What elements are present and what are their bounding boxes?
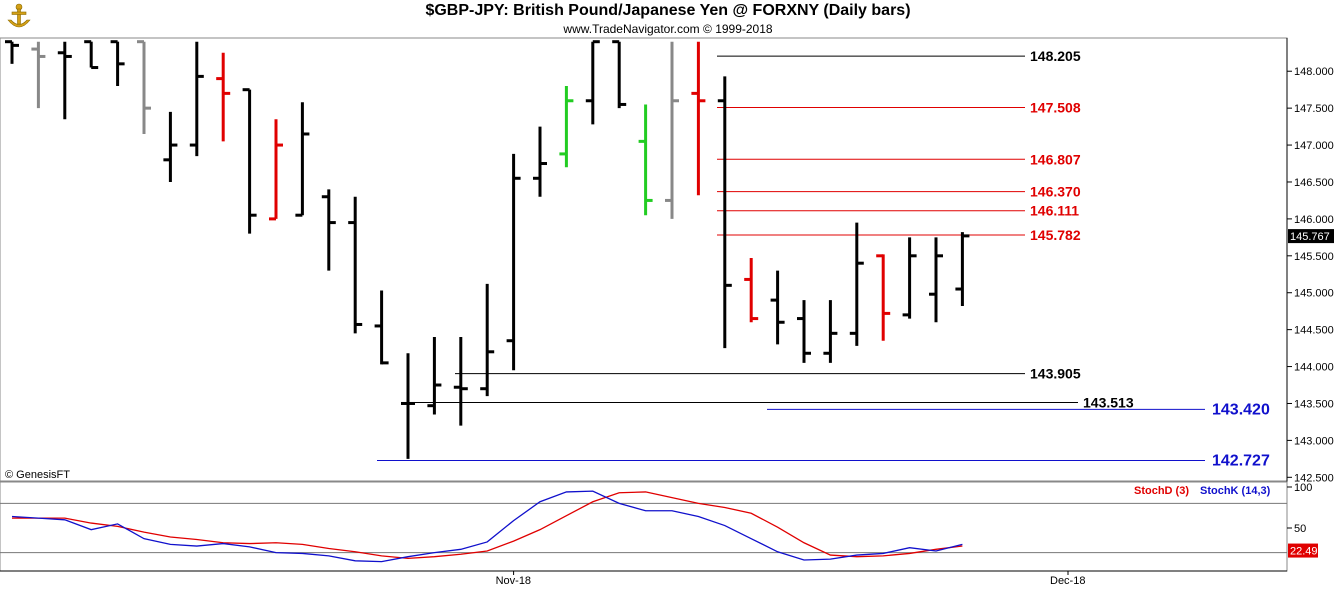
ohlc-bar (453, 337, 468, 426)
last-price-label: 145.767 (1290, 231, 1330, 243)
ohlc-bar (929, 237, 943, 323)
price-level-label: 142.727 (1212, 453, 1270, 470)
ohlc-bar (638, 104, 653, 216)
ohlc-bar (137, 40, 151, 134)
chart-header: $GBP-JPY: British Pound/Japanese Yen @ F… (0, 0, 1336, 38)
stoch-tick-label: 100 (1294, 482, 1312, 494)
stoch-legend-entry: StochK (14,3) (1200, 485, 1271, 497)
ohlc-bar (797, 300, 811, 363)
price-level-label: 143.513 (1083, 395, 1134, 411)
ohlc-bar (163, 111, 178, 182)
ohlc-bar (612, 40, 627, 109)
ohlc-bar (189, 41, 204, 157)
ohlc-bar (770, 270, 785, 345)
ohlc-bar (57, 41, 72, 120)
ohlc-bar (955, 232, 970, 307)
y-tick-label: 145.500 (1294, 251, 1334, 263)
price-plot-area (0, 37, 1288, 482)
ohlc-bar (269, 119, 283, 221)
price-level-label: 147.508 (1030, 100, 1081, 116)
copyright-text: © GenesisFT (5, 469, 70, 481)
price-level-label: 146.370 (1030, 184, 1081, 200)
ohlc-bar (533, 126, 547, 197)
anchor-icon (4, 2, 34, 37)
y-tick-label: 148.000 (1294, 66, 1334, 78)
stoch-series-line (11, 490, 963, 563)
stochastic-panel: 100 50 StochD (3) StochK (14,3) 22.49 (0, 481, 1318, 572)
y-tick-label: 146.000 (1294, 214, 1334, 226)
ohlc-bar (876, 254, 891, 341)
ohlc-bar (216, 52, 231, 142)
ohlc-bar (374, 290, 389, 365)
ohlc-bar (849, 222, 864, 346)
price-panel (0, 37, 1288, 571)
price-level-label: 146.111 (1030, 203, 1079, 219)
ohlc-bar (559, 85, 574, 168)
y-tick-label: 143.000 (1294, 435, 1334, 447)
price-level-label: 143.905 (1030, 366, 1081, 382)
y-tick-label: 144.000 (1294, 362, 1334, 374)
ohlc-bar (84, 40, 99, 70)
ohlc-bar (480, 283, 495, 397)
chart-title: $GBP-JPY: British Pound/Japanese Yen @ F… (425, 2, 911, 19)
ohlc-bar (5, 40, 19, 64)
y-tick-label: 142.500 (1294, 472, 1334, 484)
ohlc-bar (427, 337, 442, 415)
ohlc-bar (744, 258, 759, 323)
ohlc-bar (717, 76, 732, 349)
y-tick-label: 146.500 (1294, 177, 1334, 189)
ohlc-bar (295, 102, 310, 217)
ohlc-bar (902, 237, 917, 319)
ohlc-bar (31, 41, 46, 109)
price-level-label: 143.420 (1212, 401, 1270, 418)
ohlc-bar (321, 189, 336, 271)
time-axis: Nov-18 Dec-18 (0, 570, 1287, 587)
ohlc-bar (691, 41, 706, 196)
price-levels: 148.205 147.508 146.807 146.370 146.111 145.7… (377, 48, 1270, 470)
ohlc-bars (5, 40, 970, 459)
x-tick-label: Nov-18 (496, 575, 531, 587)
price-level-label: 145.782 (1030, 227, 1081, 243)
price-level-label: 148.205 (1030, 48, 1081, 64)
y-tick-label: 147.000 (1294, 140, 1334, 152)
y-tick-label: 143.500 (1294, 398, 1334, 410)
price-axis: 148.000 147.500 147.000 146.500 146.000 145.5… (1287, 66, 1334, 484)
ohlc-bar (665, 41, 679, 219)
ohlc-bar (585, 40, 600, 125)
last-price-badge (1288, 229, 1334, 244)
stoch-legend-entry: StochD (3) (1134, 485, 1189, 497)
ohlc-bar (506, 153, 521, 371)
stoch-tick-label: 50 (1294, 523, 1306, 535)
ohlc-bar (110, 40, 125, 86)
x-tick-label: Dec-18 (1050, 575, 1085, 587)
stoch-last-label: 22.49 (1290, 546, 1318, 558)
y-tick-label: 144.500 (1294, 325, 1334, 337)
y-tick-label: 145.000 (1294, 288, 1334, 300)
stoch-series-line (12, 491, 963, 559)
ohlc-bar (823, 300, 838, 363)
chart-subtitle: www.TradeNavigator.com © 1999-2018 (563, 22, 773, 36)
ohlc-bar (242, 88, 257, 234)
y-tick-label: 147.500 (1294, 103, 1334, 115)
price-level-label: 146.807 (1030, 151, 1081, 167)
ohlc-bar (348, 196, 363, 334)
stoch-last-badge (1288, 543, 1318, 558)
ohlc-bar (401, 353, 415, 459)
stoch-plot-area (0, 481, 1288, 572)
